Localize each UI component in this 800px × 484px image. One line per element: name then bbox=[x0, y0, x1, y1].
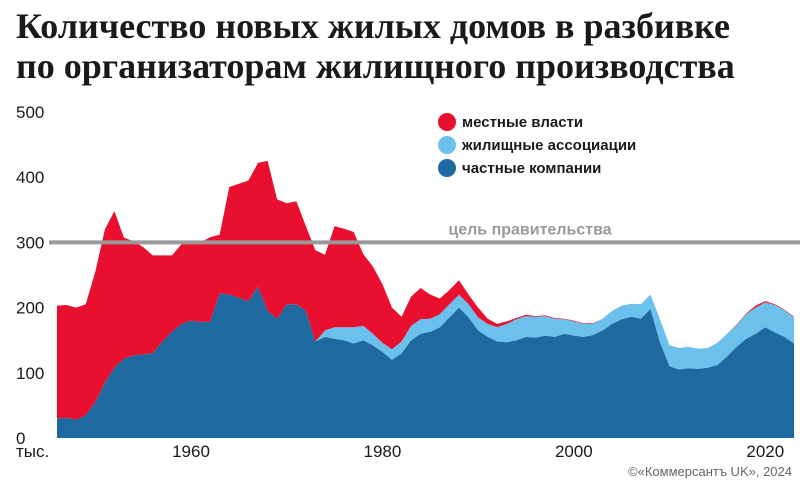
legend-label: частные компании bbox=[462, 160, 601, 177]
y-tick-label: 100 bbox=[16, 364, 44, 383]
area-series-2 bbox=[57, 160, 794, 420]
legend-swatch bbox=[438, 136, 456, 154]
credit-text: ©«Коммерсантъ UK», 2024 bbox=[628, 464, 792, 479]
unit-label: тыс. bbox=[16, 442, 49, 461]
y-axis: 0 100 200 300 400 500 bbox=[16, 103, 44, 448]
y-tick-label: 500 bbox=[16, 103, 44, 122]
chart-title: Количество новых жилых домов в разбивке … bbox=[16, 6, 796, 86]
chart-title-line-1: Количество новых жилых домов в разбивке bbox=[16, 6, 730, 46]
area-series-0 bbox=[57, 286, 794, 438]
legend-swatch bbox=[438, 159, 456, 177]
area-layers bbox=[57, 160, 794, 438]
x-tick-label: 2000 bbox=[555, 442, 593, 461]
y-tick-label: 400 bbox=[16, 168, 44, 187]
x-tick-label: 1980 bbox=[364, 442, 402, 461]
reference-line-label: цель правительства bbox=[448, 221, 611, 238]
legend-label: местные власти bbox=[462, 114, 583, 131]
y-tick-label: 0 bbox=[16, 429, 25, 448]
y-tick-label: 300 bbox=[16, 233, 44, 252]
x-axis: 1960 1980 2000 2020 bbox=[172, 442, 784, 461]
legend-label: жилищные ассоциации bbox=[461, 137, 636, 154]
y-tick-label: 200 bbox=[16, 299, 44, 318]
area-series-1 bbox=[57, 286, 794, 420]
legend-swatch bbox=[438, 113, 456, 131]
x-tick-label: 1960 bbox=[172, 442, 210, 461]
chart-title-line-2: по организаторам жилищного производства bbox=[16, 46, 735, 86]
x-tick-label: 2020 bbox=[746, 442, 784, 461]
reference-line-group: цель правительства bbox=[49, 221, 800, 245]
legend: местные власти жилищные ассоциации частные… bbox=[438, 113, 636, 177]
